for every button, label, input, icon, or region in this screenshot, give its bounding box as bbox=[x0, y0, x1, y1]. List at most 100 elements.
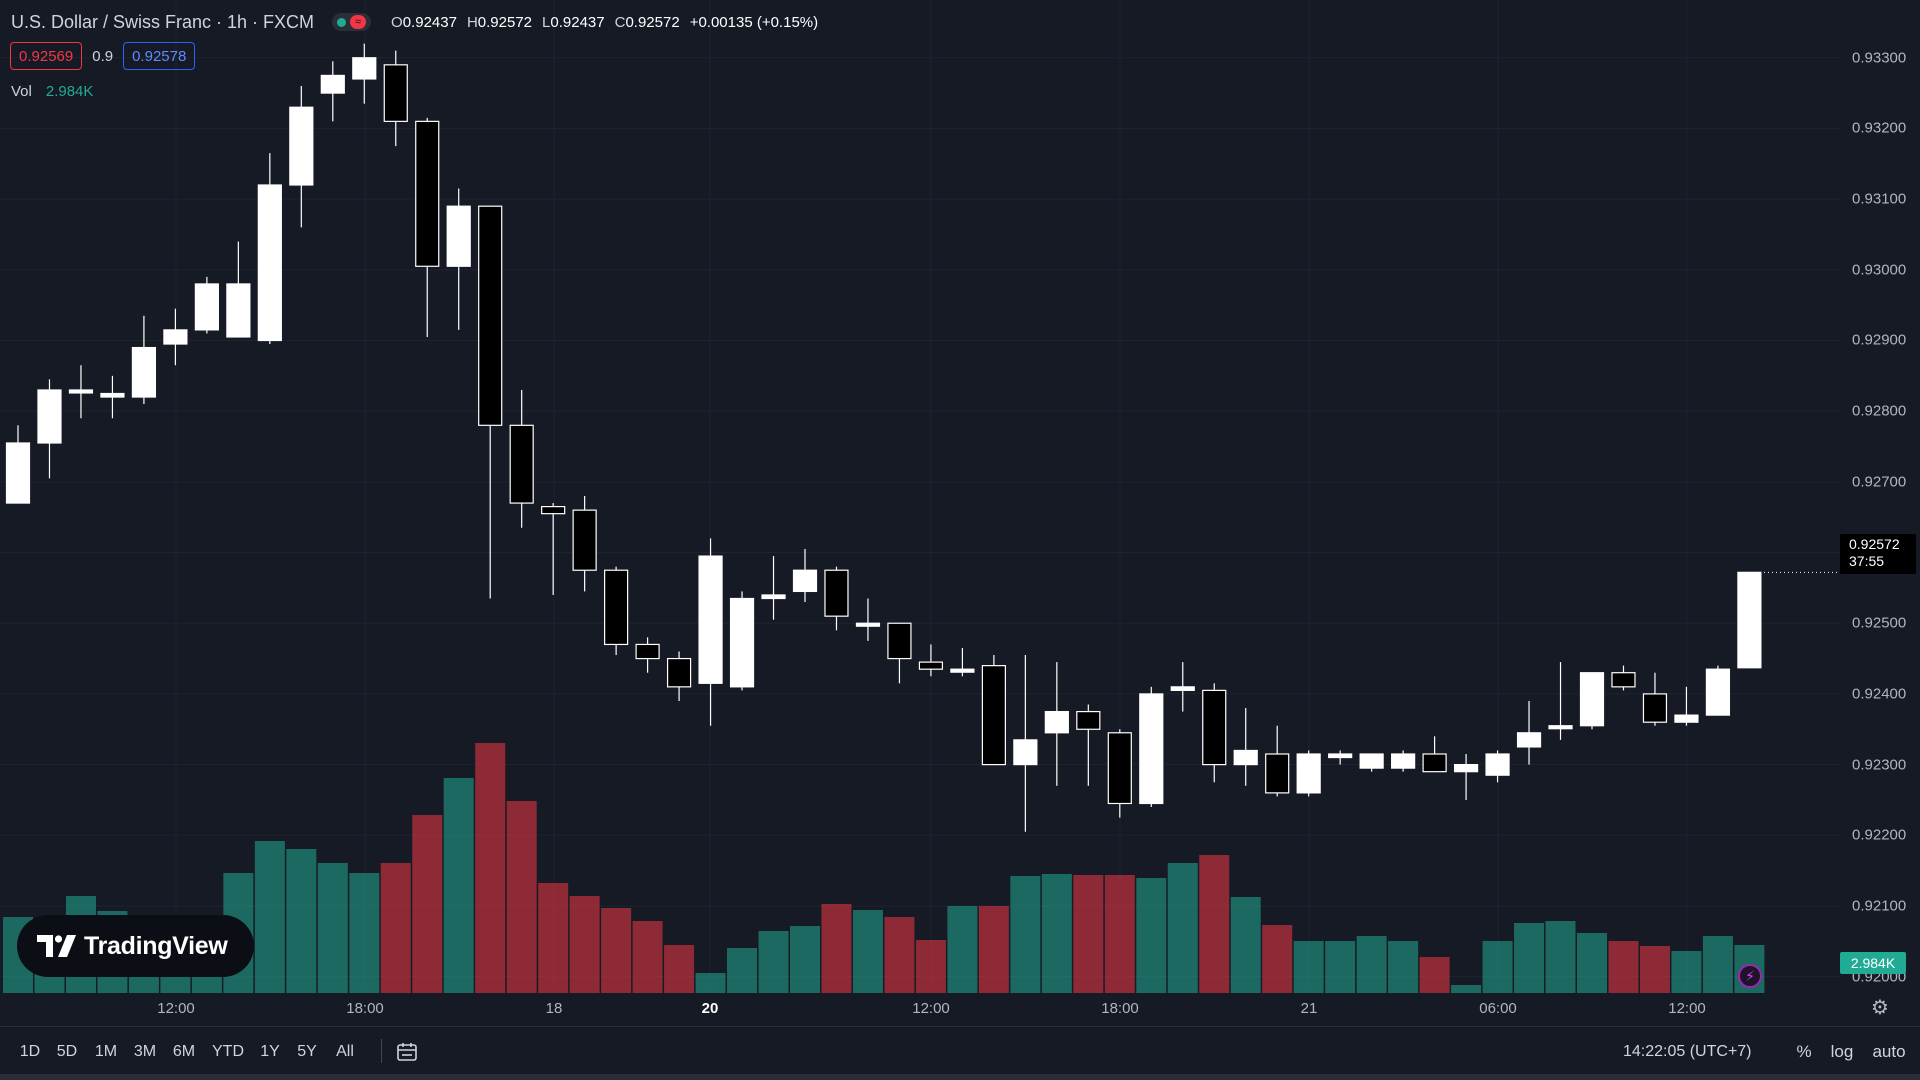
candle-body bbox=[257, 184, 282, 342]
candle bbox=[698, 538, 723, 726]
high-label: H bbox=[466, 13, 478, 31]
ohlc-high: H0.92572 bbox=[467, 14, 532, 31]
price-tick-label: 0.92300 bbox=[1852, 756, 1907, 774]
range-button-1m[interactable]: 1M bbox=[94, 1043, 118, 1060]
volume-legend[interactable]: Vol 2.984K bbox=[11, 82, 93, 100]
high-value: 0.92572 bbox=[477, 13, 533, 31]
volume-bar bbox=[915, 940, 946, 993]
volume-bar bbox=[1482, 941, 1513, 993]
candle-body bbox=[1296, 753, 1321, 794]
candle-body bbox=[1359, 753, 1384, 769]
range-button-5d[interactable]: 5D bbox=[56, 1043, 78, 1060]
time-tick-label: 18 bbox=[545, 1000, 563, 1017]
price-tick-label: 0.93200 bbox=[1852, 119, 1907, 137]
volume-bar bbox=[1262, 925, 1293, 993]
candle bbox=[5, 425, 31, 504]
volume-bar bbox=[538, 883, 569, 993]
candle bbox=[824, 566, 849, 631]
candle bbox=[1044, 662, 1069, 786]
candle-body bbox=[1642, 693, 1668, 723]
candle bbox=[1391, 750, 1416, 772]
volume-value: 2.984K bbox=[45, 82, 94, 100]
candle bbox=[163, 308, 188, 366]
candle bbox=[1579, 672, 1605, 730]
date-range-icon[interactable] bbox=[395, 1040, 419, 1064]
volume-bar bbox=[443, 778, 474, 993]
volume-bar bbox=[664, 945, 695, 993]
range-button-1y[interactable]: 1Y bbox=[260, 1043, 280, 1060]
range-button-3m[interactable]: 3M bbox=[133, 1043, 157, 1060]
candle-body bbox=[1453, 764, 1479, 773]
volume-bar bbox=[1639, 946, 1670, 993]
candle bbox=[509, 389, 534, 528]
gear-icon[interactable]: ⚙ bbox=[1871, 997, 1889, 1019]
timezone-clock[interactable]: 14:22:05 (UTC+7) bbox=[1623, 1043, 1752, 1060]
candle-body bbox=[981, 665, 1006, 766]
candle-body bbox=[194, 283, 219, 331]
volume-bar bbox=[1230, 897, 1261, 993]
candle bbox=[1076, 704, 1101, 786]
volume-bar bbox=[254, 841, 285, 993]
volume-bar bbox=[632, 921, 663, 993]
candle-body bbox=[666, 657, 692, 688]
volume-bar bbox=[1451, 985, 1482, 993]
auto-scale-button[interactable]: auto bbox=[1872, 1042, 1906, 1061]
candle-body bbox=[320, 74, 345, 94]
volume-bar bbox=[1325, 941, 1356, 993]
log-scale-button[interactable]: log bbox=[1830, 1042, 1854, 1061]
sell-price-button[interactable]: 0.92569 bbox=[10, 42, 83, 70]
candle-body bbox=[509, 424, 534, 504]
candle bbox=[635, 637, 660, 673]
price-tick-label: 0.92400 bbox=[1852, 685, 1907, 703]
candle bbox=[226, 241, 251, 338]
candle bbox=[1233, 708, 1258, 786]
candle bbox=[131, 315, 157, 405]
candle-body bbox=[289, 106, 314, 186]
volume-bar bbox=[1577, 933, 1607, 993]
candle bbox=[352, 43, 377, 104]
time-tick-label: 18:00 bbox=[1101, 1000, 1139, 1017]
candle-body bbox=[604, 569, 629, 646]
buy-price-button[interactable]: 0.92578 bbox=[123, 42, 196, 70]
range-button-6m[interactable]: 6M bbox=[172, 1043, 196, 1060]
candlestick-chart[interactable] bbox=[0, 0, 1920, 1026]
candle bbox=[1107, 729, 1132, 818]
candle bbox=[572, 496, 597, 592]
volume-bar bbox=[727, 948, 758, 993]
candle-body bbox=[950, 668, 975, 673]
candle bbox=[415, 117, 440, 337]
candle bbox=[320, 61, 345, 122]
volume-bar bbox=[695, 973, 726, 993]
volume-bar bbox=[475, 743, 506, 993]
candle-body bbox=[1265, 753, 1290, 794]
candle bbox=[1422, 736, 1447, 773]
ohlc-open: O0.92437 bbox=[391, 14, 457, 31]
candle-body bbox=[1391, 753, 1416, 769]
volume-bar bbox=[569, 896, 600, 993]
range-button-all[interactable]: All bbox=[336, 1043, 354, 1060]
market-open-dot-icon bbox=[337, 17, 347, 27]
candle bbox=[1139, 686, 1164, 808]
range-button-1d[interactable]: 1D bbox=[19, 1043, 41, 1060]
time-tick-label: 12:00 bbox=[912, 1000, 950, 1017]
symbol-title[interactable]: U.S. Dollar / Swiss Franc · 1h · FXCM bbox=[11, 11, 315, 32]
spread-value: 0.9 bbox=[92, 47, 114, 65]
price-tick-label: 0.92900 bbox=[1852, 331, 1907, 349]
volume-bar bbox=[1388, 941, 1419, 993]
range-button-ytd[interactable]: YTD bbox=[212, 1043, 244, 1060]
last-price-label: 0.92572 37:55 bbox=[1840, 534, 1916, 574]
tradingview-logo[interactable]: TradingView bbox=[17, 915, 254, 977]
percent-scale-button[interactable]: % bbox=[1796, 1042, 1812, 1061]
volume-bar bbox=[758, 931, 789, 993]
time-tick-label: 12:00 bbox=[1668, 1000, 1706, 1017]
price-tick-label: 0.92100 bbox=[1852, 897, 1907, 915]
candle bbox=[1516, 700, 1542, 765]
market-status[interactable]: ≈ bbox=[332, 13, 372, 31]
lightning-icon[interactable]: ⚡ bbox=[1738, 964, 1762, 988]
range-button-5y[interactable]: 5Y bbox=[297, 1043, 317, 1060]
candle bbox=[792, 549, 818, 603]
tradingview-mark-icon bbox=[37, 935, 76, 957]
candle-body bbox=[1611, 672, 1636, 688]
candle bbox=[1328, 750, 1353, 765]
